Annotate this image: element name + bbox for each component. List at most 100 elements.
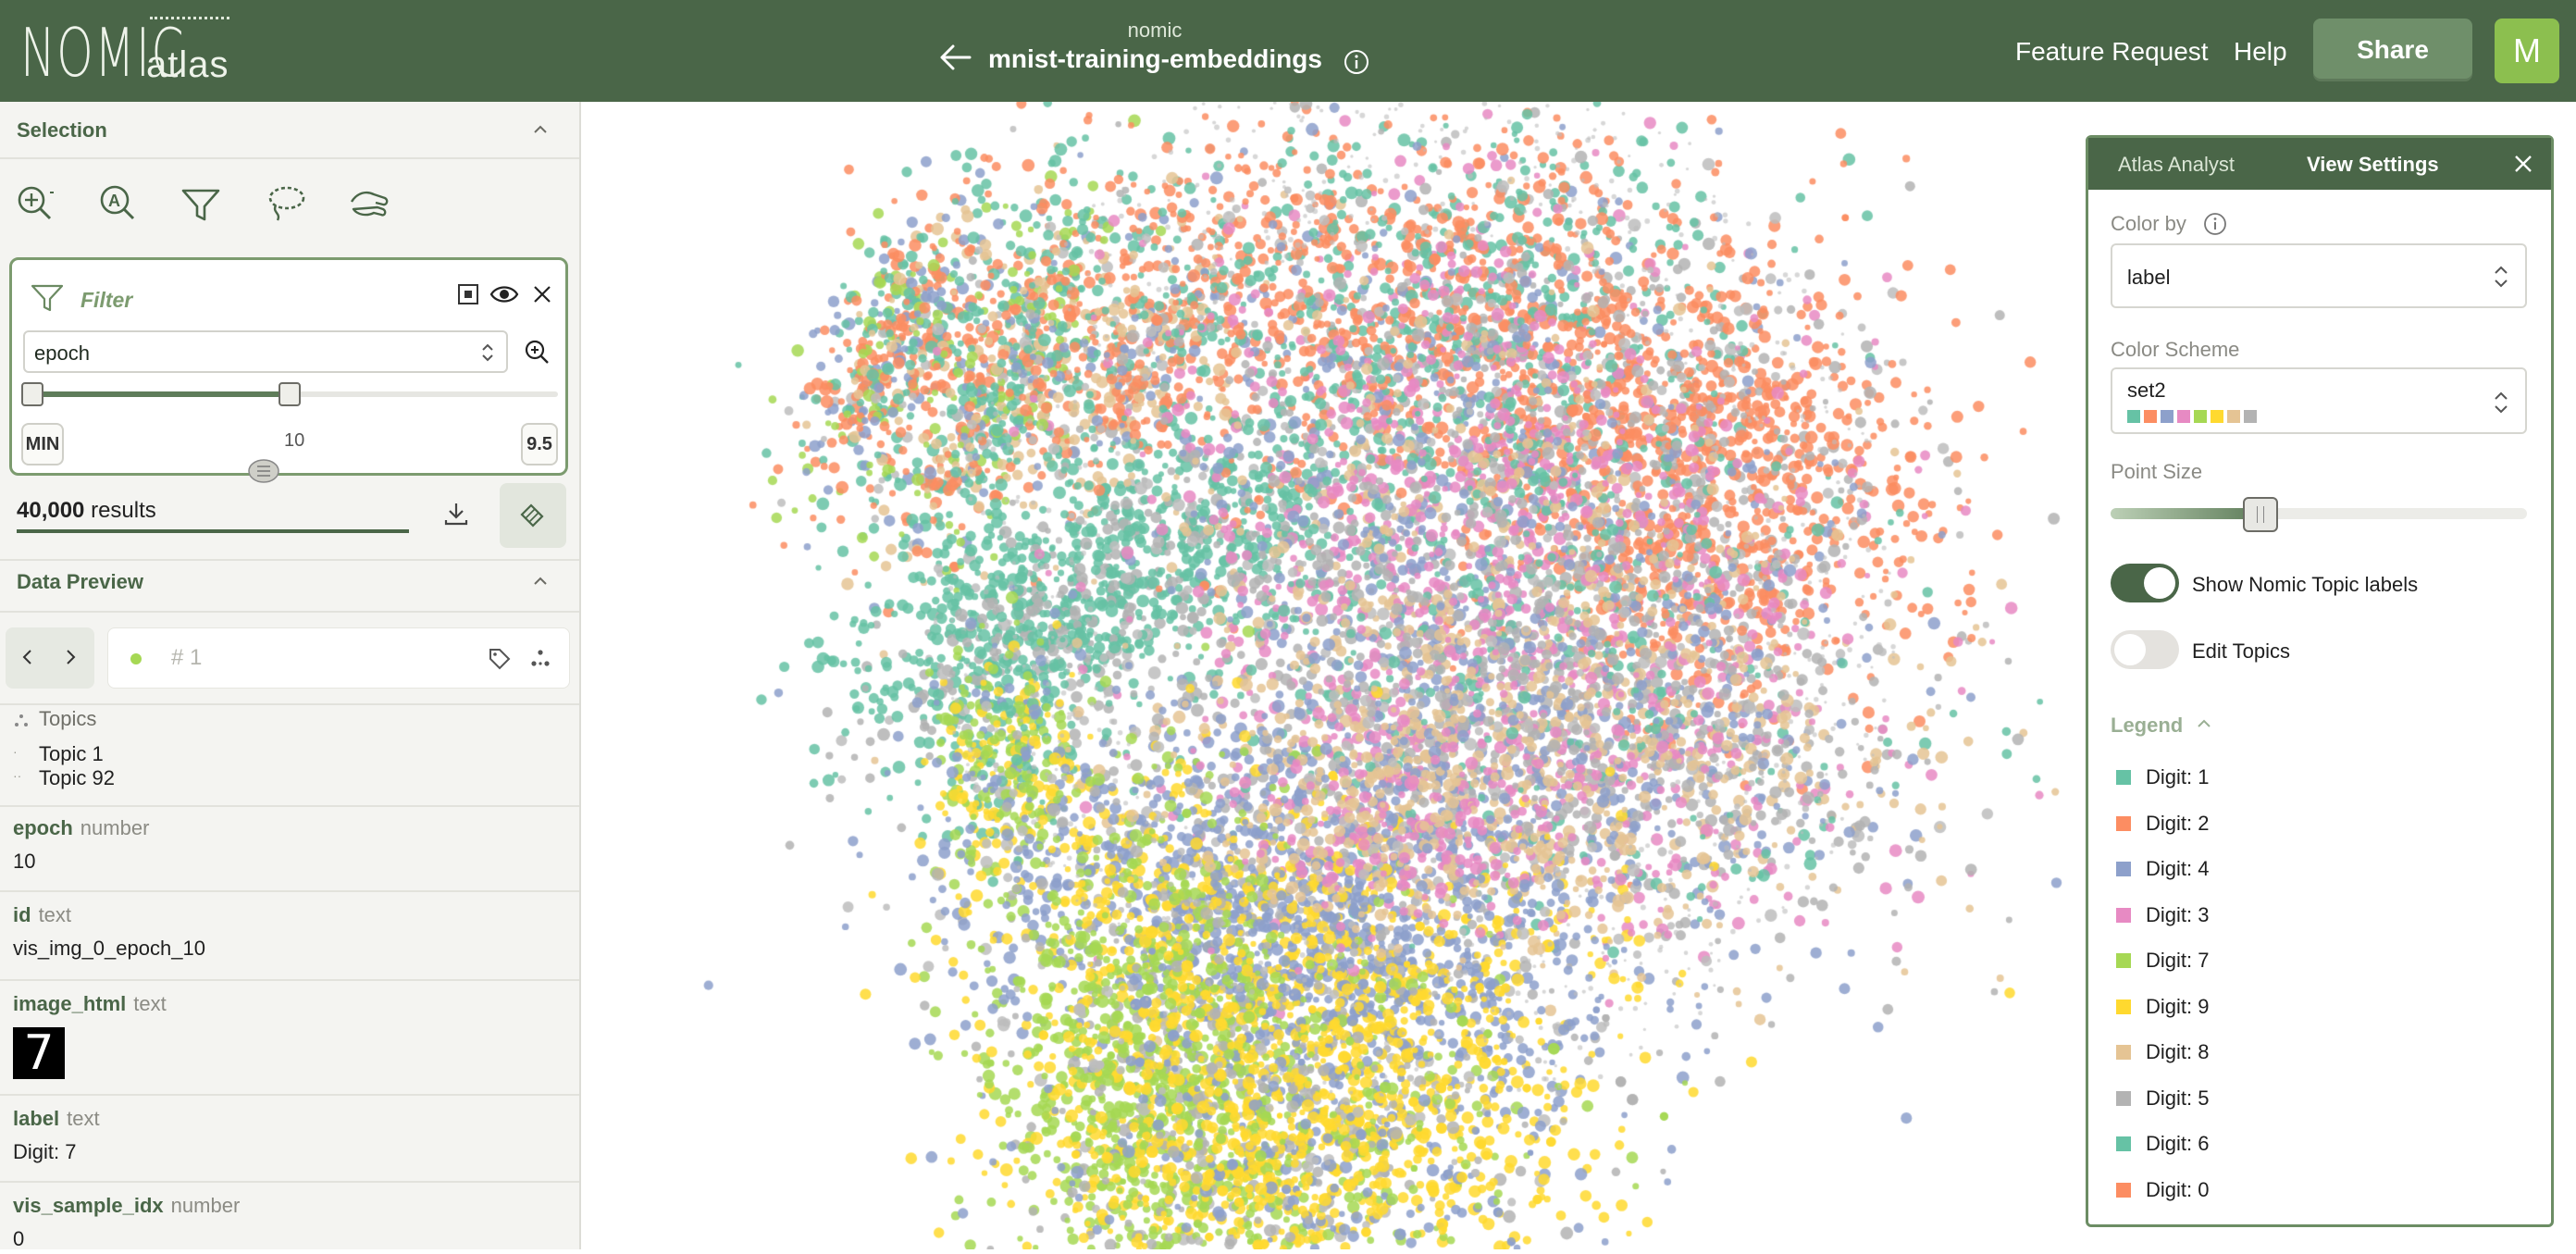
svg-text:A: A [108, 192, 120, 210]
point-size-fill [2111, 508, 2260, 519]
grip-icon [2257, 506, 2264, 523]
atlas-logo-text: atlas [146, 44, 229, 85]
legend-item[interactable]: Digit: 9 [2116, 993, 2209, 1021]
share-button[interactable]: Share [2313, 19, 2472, 81]
legend-item[interactable]: Digit: 8 [2116, 1038, 2209, 1066]
color-scheme-select[interactable]: set2 [2111, 367, 2527, 434]
zoom-to-icon[interactable] [523, 338, 551, 366]
results-count: 40,000 results [17, 498, 156, 524]
data-preview-heading: Data Preview [17, 570, 143, 593]
download-icon[interactable] [442, 500, 470, 528]
legend-item[interactable]: Digit: 5 [2116, 1085, 2209, 1112]
divider [0, 805, 579, 807]
legend-item[interactable]: Digit: 2 [2116, 810, 2209, 838]
legend-swatch [2116, 953, 2131, 968]
updown-icon [482, 343, 493, 362]
topic-item[interactable]: Topic 92 [39, 766, 115, 789]
divider [0, 979, 579, 981]
field-value-label: Digit: 7 [13, 1140, 77, 1163]
drag-handle-icon[interactable] [246, 457, 281, 485]
point-index: # 1 [171, 645, 203, 670]
chevron-up-icon[interactable] [2194, 714, 2214, 734]
divider [0, 157, 579, 159]
close-icon[interactable] [2512, 153, 2534, 175]
tag-selection-button[interactable] [500, 483, 566, 548]
legend-item[interactable]: Digit: 3 [2116, 901, 2209, 929]
legend-swatch [2116, 1045, 2131, 1060]
range-min-thumb[interactable] [21, 382, 43, 406]
lasso-icon[interactable] [263, 181, 309, 228]
legend-label: Digit: 0 [2146, 1177, 2210, 1201]
panel-tabs: Atlas Analyst View Settings [2088, 138, 2551, 190]
range-max-box[interactable]: 9.5 [521, 423, 558, 466]
divider [0, 890, 579, 892]
view-settings-panel: Atlas Analyst View Settings Color by lab… [2086, 135, 2554, 1227]
help-link[interactable]: Help [2234, 37, 2287, 66]
neighbors-icon[interactable] [528, 647, 552, 671]
divider [0, 559, 579, 561]
legend-swatch [2116, 907, 2131, 923]
legend-item[interactable]: Digit: 1 [2116, 764, 2209, 791]
legend-label: Digit: 2 [2146, 811, 2210, 835]
legend-item[interactable]: Digit: 6 [2116, 1130, 2209, 1158]
legend-heading[interactable]: Legend [2111, 714, 2184, 737]
field-name-label: label text [13, 1107, 100, 1130]
legend-item[interactable]: Digit: 7 [2116, 947, 2209, 975]
edit-topics-toggle[interactable] [2111, 630, 2179, 669]
avatar[interactable]: M [2495, 19, 2559, 83]
epoch-range-fill [31, 391, 290, 397]
point-size-thumb[interactable] [2243, 497, 2278, 532]
tab-view-settings[interactable]: View Settings [2307, 153, 2439, 176]
legend-swatch [2116, 1090, 2131, 1106]
toggle-knob [2114, 634, 2146, 665]
hand-select-icon[interactable] [346, 181, 392, 228]
field-value-vis-sample-idx: 0 [13, 1227, 25, 1250]
chevron-left-icon[interactable] [17, 646, 39, 668]
filter-card: Filter epoch MIN 10 9.5 [9, 257, 568, 476]
range-min-box[interactable]: MIN [21, 423, 64, 466]
left-sidebar: Selection A Filter [0, 102, 581, 1250]
filter-field-value: epoch [34, 341, 90, 365]
legend-label: Digit: 4 [2146, 857, 2210, 880]
color-by-select[interactable]: label [2111, 243, 2527, 308]
legend-item[interactable]: Digit: 0 [2116, 1176, 2209, 1204]
point-size-label: Point Size [2111, 460, 2203, 483]
logo-dots [150, 17, 229, 19]
scheme-swatch [2144, 410, 2157, 423]
chevron-up-icon[interactable] [529, 570, 551, 592]
legend-label: Digit: 6 [2146, 1132, 2210, 1155]
close-icon[interactable] [532, 284, 552, 304]
invert-selection-icon[interactable] [456, 282, 480, 306]
legend-swatch [2116, 770, 2131, 785]
show-topics-toggle[interactable] [2111, 564, 2179, 602]
filter-title: Filter [80, 288, 133, 312]
feature-request-link[interactable]: Feature Request [2015, 37, 2209, 66]
legend-label: Digit: 1 [2146, 765, 2210, 788]
project-title: mnist-training-embeddings [988, 44, 1322, 73]
topic-item[interactable]: Topic 1 [39, 742, 104, 765]
scheme-swatch [2127, 410, 2140, 423]
eye-icon[interactable] [489, 282, 519, 306]
chevron-right-icon[interactable] [59, 646, 81, 668]
tag-icon[interactable] [488, 647, 512, 671]
zoom-select-icon[interactable] [13, 181, 59, 228]
point-index-field[interactable]: # 1 [107, 627, 570, 689]
range-mid-label: 10 [284, 430, 305, 451]
filter-tool-icon[interactable] [178, 181, 224, 228]
filter-field-select[interactable]: epoch [23, 330, 508, 373]
back-arrow-icon[interactable] [938, 43, 972, 72]
info-icon[interactable] [1344, 49, 1369, 75]
tab-atlas-analyst[interactable]: Atlas Analyst [2118, 153, 2235, 176]
nomic-logo[interactable]: NOMIC [20, 14, 185, 92]
color-by-label: Color by [2111, 212, 2186, 235]
legend-swatch [2116, 862, 2131, 876]
chevron-up-icon[interactable] [529, 118, 551, 141]
legend-item[interactable]: Digit: 4 [2116, 855, 2209, 883]
scheme-swatch [2244, 410, 2257, 423]
range-max-thumb[interactable] [279, 382, 301, 406]
label-search-icon[interactable]: A [94, 181, 141, 228]
divider [0, 1094, 579, 1096]
info-icon[interactable] [2203, 212, 2227, 236]
legend-swatch [2116, 999, 2131, 1014]
legend-swatch [2116, 1182, 2131, 1198]
